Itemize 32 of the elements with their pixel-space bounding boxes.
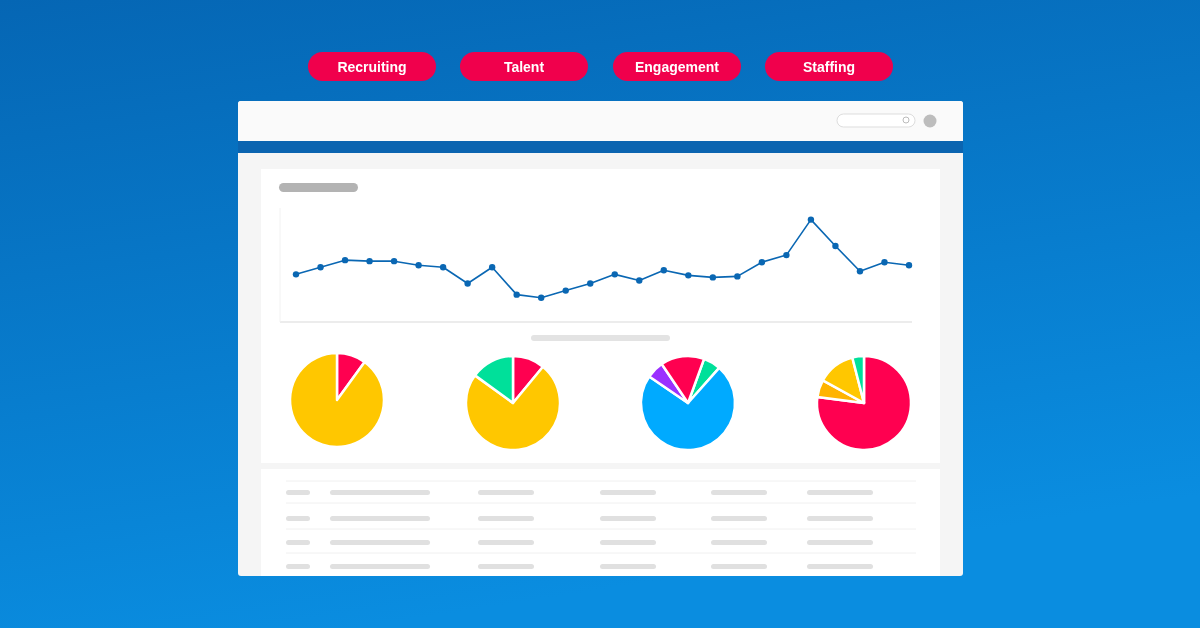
point bbox=[881, 258, 888, 266]
point bbox=[783, 251, 790, 259]
point bbox=[611, 271, 618, 278]
point bbox=[832, 242, 839, 250]
text: Talent bbox=[503, 58, 545, 75]
point bbox=[807, 216, 815, 223]
text: Staffing bbox=[802, 58, 856, 75]
pie-slice bbox=[288, 351, 386, 449]
point bbox=[513, 291, 520, 298]
point bbox=[366, 257, 373, 265]
point bbox=[709, 274, 717, 281]
point bbox=[415, 262, 422, 269]
point bbox=[317, 264, 324, 271]
text: Recruiting bbox=[337, 58, 407, 75]
point bbox=[341, 256, 349, 264]
pie-slice bbox=[815, 354, 913, 452]
point bbox=[464, 280, 471, 287]
point bbox=[734, 273, 741, 280]
point bbox=[660, 267, 667, 274]
point bbox=[758, 258, 766, 266]
point bbox=[562, 287, 569, 294]
text: Engagement bbox=[634, 58, 720, 75]
point bbox=[488, 264, 496, 271]
point bbox=[439, 264, 447, 271]
point bbox=[685, 272, 692, 279]
point bbox=[292, 271, 300, 278]
point bbox=[905, 262, 913, 269]
point bbox=[856, 268, 864, 275]
point bbox=[636, 277, 643, 284]
point bbox=[390, 257, 398, 265]
point bbox=[538, 294, 545, 301]
point bbox=[587, 280, 594, 287]
